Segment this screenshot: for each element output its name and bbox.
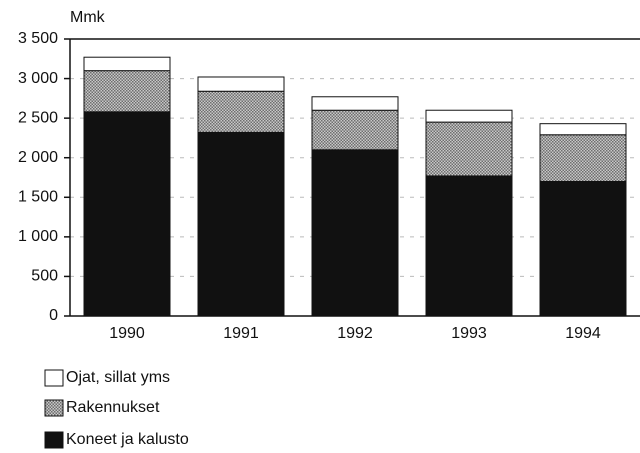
bar-segment xyxy=(197,131,285,317)
legend-label: Koneet ja kalusto xyxy=(66,431,189,448)
y-tick-label: 500 xyxy=(31,268,58,285)
bar-segment xyxy=(425,175,513,317)
bar-segment xyxy=(83,111,171,317)
y-tick-label: 3 500 xyxy=(18,30,58,47)
legend-label: Ojat, sillat yms xyxy=(66,369,170,386)
bar-segment xyxy=(83,70,171,113)
bar-segment xyxy=(197,90,285,133)
bar-segment xyxy=(83,56,171,72)
y-tick-label: 3 000 xyxy=(18,70,58,87)
y-tick-label: 2 000 xyxy=(18,149,58,166)
bar-segment xyxy=(311,109,399,151)
x-tick-label: 1994 xyxy=(565,325,601,342)
bar-segment xyxy=(311,96,399,111)
y-tick-label: 1 500 xyxy=(18,189,58,206)
legend-swatch xyxy=(44,431,64,449)
bar-segment xyxy=(197,76,285,92)
y-tick-label: 0 xyxy=(49,307,58,324)
x-tick-label: 1993 xyxy=(451,325,487,342)
bar-segment xyxy=(311,149,399,317)
bar-segment xyxy=(425,109,513,123)
legend-label: Rakennukset xyxy=(66,399,160,416)
legend-swatch xyxy=(44,369,64,387)
bar-segment xyxy=(539,180,627,317)
bar-segment xyxy=(539,134,627,182)
x-tick-label: 1990 xyxy=(109,325,145,342)
x-tick-label: 1992 xyxy=(337,325,373,342)
y-axis-label: Mmk xyxy=(70,9,106,26)
y-tick-label: 2 500 xyxy=(18,109,58,126)
bar-segment xyxy=(539,123,627,136)
y-tick-label: 1 000 xyxy=(18,228,58,245)
bar-segment xyxy=(425,121,513,177)
x-tick-label: 1991 xyxy=(223,325,259,342)
legend-swatch xyxy=(44,399,64,417)
